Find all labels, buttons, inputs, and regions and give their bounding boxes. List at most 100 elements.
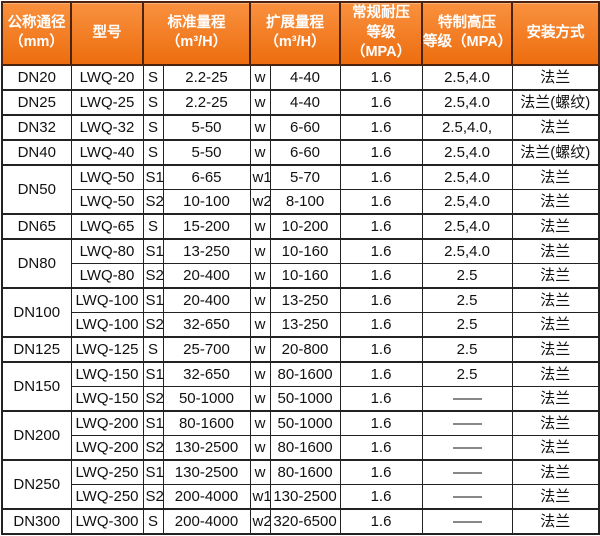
cell-regular-pressure: 1.6	[339, 311, 423, 338]
cell-standard-range-label: S	[142, 63, 164, 91]
cell-special-pressure: ——	[421, 458, 513, 485]
cell-extended-range-value: 80-1600	[269, 434, 341, 461]
cell-model: LWQ-50	[70, 188, 144, 215]
cell-extended-range-value: 80-1600	[269, 360, 341, 387]
cell-install-method: 法兰	[511, 385, 600, 412]
cell-extended-range-label: w2	[249, 507, 271, 535]
cell-nominal-diameter: DN65	[1, 212, 72, 240]
header-special-pressure-line2: 等级（MPA）	[423, 34, 513, 51]
cell-standard-range-label: S	[142, 88, 164, 116]
cell-regular-pressure: 1.6	[339, 385, 423, 412]
cell-install-method: 法兰(螺纹)	[511, 88, 600, 116]
cell-special-pressure: ——	[421, 507, 513, 535]
cell-special-pressure: 2.5	[421, 262, 513, 289]
header-model: 型号	[70, 1, 144, 66]
cell-model: LWQ-32	[70, 113, 144, 141]
cell-extended-range-value: 130-2500	[269, 483, 341, 510]
cell-model: LWQ-100	[70, 286, 144, 313]
cell-standard-range-value: 50-1000	[162, 385, 251, 412]
table-row: DN200 LWQ-200 S1 80-1600 w 50-1000 1.6 —— 法兰	[1, 409, 600, 461]
cell-model: LWQ-200	[70, 409, 144, 436]
header-standard-range-line1: 标准量程	[167, 14, 226, 31]
table-row: LWQ-80 S2 20-400 w 10-160 1.6 2.5 法兰	[2, 262, 600, 289]
cell-extended-range-value: 10-200	[269, 212, 341, 240]
cell-nominal-diameter: DN200	[1, 409, 72, 461]
cell-extended-range-value: 6-60	[269, 113, 341, 141]
cell-regular-pressure: 1.6	[339, 335, 423, 363]
cell-regular-pressure: 1.6	[339, 360, 423, 387]
cell-extended-range-value: 320-6500	[269, 507, 341, 535]
cell-regular-pressure: 1.6	[339, 163, 423, 190]
cell-special-pressure: ——	[421, 385, 513, 412]
cell-standard-range-value: 200-4000	[162, 507, 251, 535]
cell-regular-pressure: 1.6	[339, 409, 423, 436]
table-row: LWQ-50 S2 10-100 w2 8-100 1.6 2.5,4.0 法兰	[2, 188, 600, 215]
cell-standard-range-label: S1	[142, 163, 164, 190]
cell-regular-pressure: 1.6	[339, 88, 423, 116]
cell-model: LWQ-40	[70, 138, 144, 166]
cell-special-pressure: 2.5,4.0	[421, 188, 513, 215]
cell-model: LWQ-100	[70, 311, 144, 338]
cell-model: LWQ-250	[70, 458, 144, 485]
cell-standard-range-value: 20-400	[162, 286, 251, 313]
cell-nominal-diameter: DN300	[1, 507, 72, 535]
cell-model: LWQ-50	[70, 163, 144, 190]
cell-standard-range-value: 15-200	[162, 212, 251, 240]
table-row: DN125 LWQ-125 S 25-700 w 20-800 1.6 2.5 法兰	[1, 335, 600, 363]
cell-model: LWQ-250	[70, 483, 144, 510]
cell-extended-range-value: 10-160	[269, 237, 341, 264]
header-extended-range: 扩展量程 （m³/H）	[249, 1, 342, 66]
cell-extended-range-label: w	[249, 335, 271, 363]
cell-model: LWQ-150	[70, 360, 144, 387]
cell-install-method: 法兰	[511, 483, 600, 510]
cell-extended-range-value: 5-70	[269, 163, 341, 190]
table-row: DN100 LWQ-100 S1 20-400 w 13-250 1.6 2.5 法兰	[1, 286, 600, 338]
table-row: DN250 LWQ-250 S1 130-2500 w 80-1600 1.6 —— 法兰	[1, 458, 600, 510]
cell-extended-range-label: w	[249, 262, 271, 289]
cell-extended-range-label: w2	[249, 188, 271, 215]
cell-extended-range-label: w	[249, 113, 271, 141]
cell-nominal-diameter: DN32	[1, 113, 72, 141]
cell-regular-pressure: 1.6	[339, 262, 423, 289]
cell-special-pressure: 2.5,4.0	[421, 88, 513, 116]
cell-extended-range-label: w	[249, 458, 271, 485]
table-row: DN65 LWQ-65 S 15-200 w 10-200 1.6 2.5,4.0 法兰	[1, 212, 600, 240]
cell-nominal-diameter: DN80	[1, 237, 72, 289]
cell-nominal-diameter: DN150	[1, 360, 72, 412]
table-row: LWQ-150 S2 50-1000 w 50-1000 1.6 —— 法兰	[2, 385, 600, 412]
cell-special-pressure: 2.5	[421, 360, 513, 387]
cell-regular-pressure: 1.6	[339, 188, 423, 215]
cell-nominal-diameter: DN250	[1, 458, 72, 510]
header-extended-range-line2: （m³/H）	[264, 34, 326, 51]
cell-nominal-diameter: DN125	[1, 335, 72, 363]
header-special-pressure: 特制高压 等级（MPA）	[421, 1, 514, 66]
header-standard-range: 标准量程 （m³/H）	[141, 1, 252, 66]
cell-model: LWQ-80	[70, 237, 144, 264]
header-row: 公称通径 （mm） 型号 标准量程 （m³/H） 扩展量程 （m³/H） 常规耐…	[1, 1, 600, 66]
cell-extended-range-value: 4-40	[269, 88, 341, 116]
cell-install-method: 法兰	[511, 188, 600, 215]
table-row: DN300 LWQ-300 S 200-4000 w2 320-6500 1.6 —— 法兰	[1, 507, 600, 535]
cell-standard-range-value: 130-2500	[162, 458, 251, 485]
cell-standard-range-label: S2	[142, 434, 164, 461]
cell-standard-range-label: S2	[142, 311, 164, 338]
cell-standard-range-value: 2.2-25	[162, 63, 251, 91]
cell-install-method: 法兰	[511, 237, 600, 264]
cell-nominal-diameter: DN40	[1, 138, 72, 166]
cell-extended-range-value: 13-250	[269, 311, 341, 338]
cell-special-pressure: 2.5,4.0,	[421, 113, 513, 141]
cell-extended-range-label: w	[249, 409, 271, 436]
cell-standard-range-value: 13-250	[162, 237, 251, 264]
header-regular-pressure-line2: 等级（MPA）	[350, 24, 412, 61]
cell-standard-range-value: 200-4000	[162, 483, 251, 510]
cell-standard-range-label: S	[142, 507, 164, 535]
table-row: DN32 LWQ-32 S 5-50 w 6-60 1.6 2.5,4.0, 法兰	[1, 113, 600, 141]
cell-regular-pressure: 1.6	[339, 483, 423, 510]
table-body: DN20 LWQ-20 S 2.2-25 w 4-40 1.6 2.5,4.0 法兰 DN25 LW…	[1, 63, 600, 535]
cell-standard-range-value: 32-650	[162, 311, 251, 338]
cell-special-pressure: 2.5,4.0	[421, 212, 513, 240]
cell-standard-range-value: 6-65	[162, 163, 251, 190]
header-extended-range-line1: 扩展量程	[266, 14, 325, 31]
cell-extended-range-label: w	[249, 138, 271, 166]
